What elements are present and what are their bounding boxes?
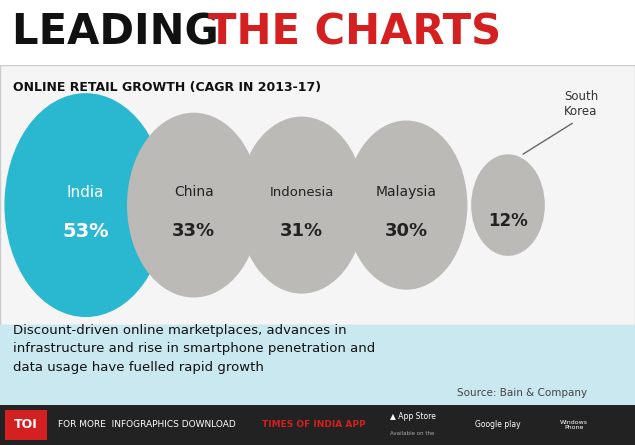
Text: 30%: 30% bbox=[385, 222, 428, 240]
Text: FOR MORE  INFOGRAPHICS DOWNLOAD: FOR MORE INFOGRAPHICS DOWNLOAD bbox=[58, 421, 239, 429]
Text: Available on the: Available on the bbox=[390, 431, 434, 436]
FancyBboxPatch shape bbox=[5, 410, 47, 440]
Text: ONLINE RETAIL GROWTH (CAGR IN 2013-17): ONLINE RETAIL GROWTH (CAGR IN 2013-17) bbox=[13, 81, 321, 94]
Text: LEADING: LEADING bbox=[12, 11, 233, 53]
Text: TIMES OF INDIA APP: TIMES OF INDIA APP bbox=[262, 421, 366, 429]
Text: Google play: Google play bbox=[475, 421, 521, 429]
Ellipse shape bbox=[471, 154, 545, 256]
Text: India: India bbox=[67, 185, 105, 200]
Text: China: China bbox=[174, 185, 213, 199]
Text: 12%: 12% bbox=[488, 212, 528, 230]
Text: Indonesia: Indonesia bbox=[269, 186, 334, 198]
Text: Source: Bain & Company: Source: Bain & Company bbox=[457, 388, 587, 398]
Ellipse shape bbox=[345, 121, 467, 290]
Text: South
Korea: South Korea bbox=[564, 89, 598, 117]
Ellipse shape bbox=[4, 93, 167, 317]
Text: THE CHARTS: THE CHARTS bbox=[208, 11, 501, 53]
Text: Discount-driven online marketplaces, advances in
infrastructure and rise in smar: Discount-driven online marketplaces, adv… bbox=[13, 324, 375, 374]
Text: TOI: TOI bbox=[14, 418, 38, 432]
Text: ▲ App Store: ▲ App Store bbox=[390, 412, 436, 421]
Text: 53%: 53% bbox=[62, 222, 109, 241]
Text: 33%: 33% bbox=[172, 222, 215, 240]
Text: Malaysia: Malaysia bbox=[376, 185, 437, 199]
Ellipse shape bbox=[127, 113, 260, 298]
Text: 31%: 31% bbox=[280, 222, 323, 240]
Ellipse shape bbox=[238, 117, 365, 294]
Text: Windows
Phone: Windows Phone bbox=[560, 420, 588, 430]
